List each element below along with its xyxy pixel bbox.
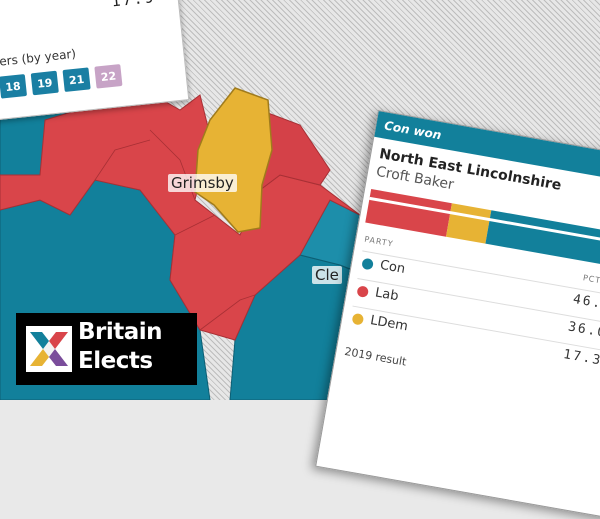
lab-dot-icon [356, 285, 370, 298]
bar-segment-lab [365, 189, 452, 237]
map-region-lab-main [0, 89, 361, 341]
year-selector: 18 19 21 22 [0, 64, 123, 99]
logo-line-2: Elects [78, 348, 153, 374]
party-pct: 36.0 [566, 319, 600, 342]
britain-elects-mark-icon [26, 326, 72, 372]
logo-line-1: Britain [78, 319, 163, 345]
summary-value: 17.9 [111, 0, 157, 11]
town-label-grimsby: Grimsby [168, 174, 237, 192]
party-pct: 17.3 [562, 347, 600, 369]
bar-segment-ldem [446, 203, 492, 244]
town-label-cleethorpes: Cle [312, 266, 342, 284]
party-name: Con [378, 257, 407, 277]
map-region-ldem [194, 87, 273, 233]
party-column-header: PARTY [363, 234, 395, 249]
previous-result-label: 2019 result [343, 344, 408, 369]
party-pct: 46.7 [571, 291, 600, 314]
year-button-22[interactable]: 22 [94, 64, 123, 89]
party-name: Lab [373, 285, 400, 305]
britain-elects-logo: Britain Elects [16, 313, 197, 385]
pct-column-header: PCT [582, 273, 600, 286]
party-name: LDem [369, 312, 410, 335]
year-button-19[interactable]: 19 [30, 70, 59, 96]
year-button-21[interactable]: 21 [62, 67, 91, 92]
con-dot-icon [361, 257, 374, 271]
ldem-dot-icon [351, 312, 365, 326]
year-legend-label: ers (by year) [0, 46, 77, 69]
year-button-18[interactable]: 18 [0, 74, 28, 99]
